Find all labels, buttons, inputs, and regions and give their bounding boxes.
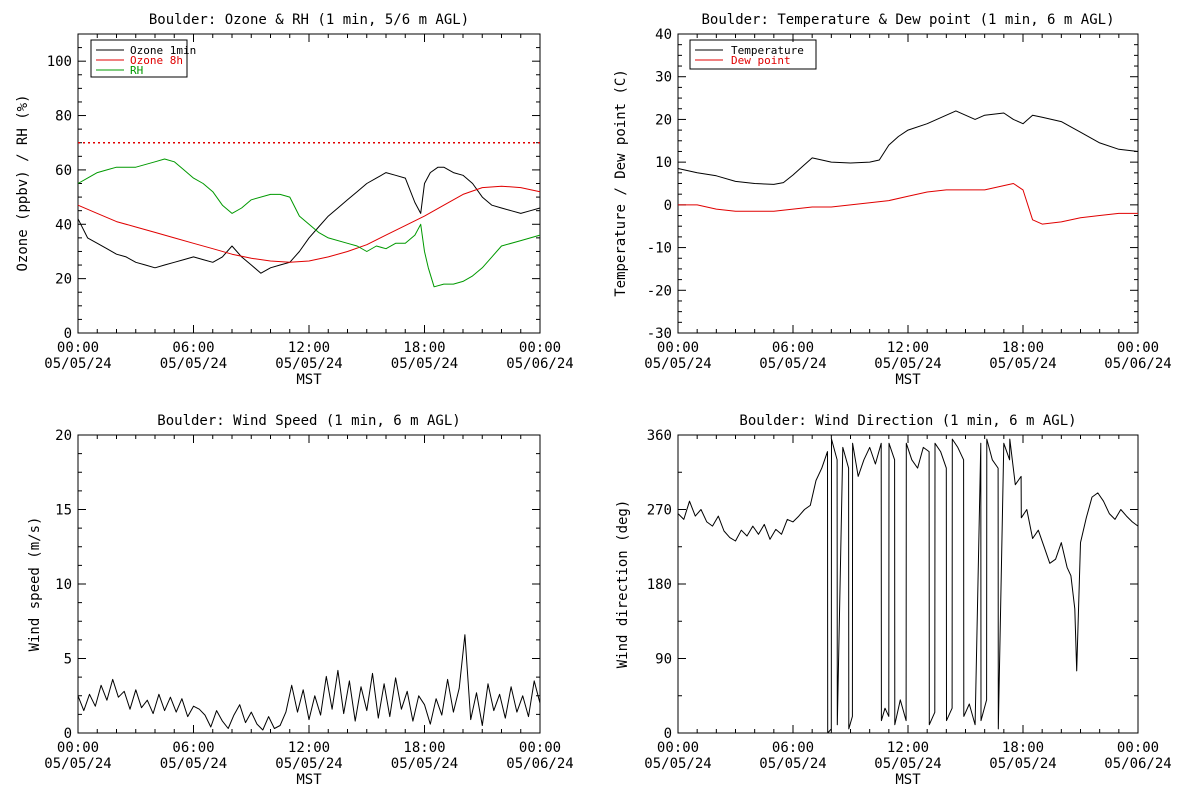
y-tick-label: -20 — [647, 283, 672, 299]
y-tick-label: 5 — [64, 652, 72, 668]
y-tick-label: 0 — [64, 726, 72, 742]
x-tick-label: 18:00 — [403, 740, 445, 756]
y-tick-label: 180 — [647, 577, 672, 593]
x-tick-label: 00:00 — [657, 740, 699, 756]
x-tick-label: 06:00 — [772, 340, 814, 356]
panel-temperature-dewpoint: Boulder: Temperature & Dew point (1 min,… — [613, 12, 1172, 388]
x-tick-label: 05/05/24 — [160, 756, 227, 772]
y-tick-label: 40 — [55, 217, 72, 233]
y-tick-label: 10 — [655, 155, 672, 171]
chart-title: Boulder: Wind Speed (1 min, 6 m AGL) — [157, 413, 460, 429]
legend-box — [90, 39, 188, 78]
x-axis-label: MST — [895, 372, 921, 388]
x-tick-label: 12:00 — [887, 740, 929, 756]
legend-label-ozone-1min: Ozone 1min — [130, 44, 196, 57]
legend: Temperature Dew point — [689, 39, 817, 70]
legend-label-ozone-8h: Ozone 8h — [130, 54, 183, 67]
legend-label-temperature: Temperature — [731, 44, 804, 57]
x-tick-label: 05/05/24 — [44, 756, 111, 772]
x-tick-label: 05/05/24 — [874, 356, 941, 372]
y-tick-label: 10 — [55, 577, 72, 593]
x-tick-label: 12:00 — [887, 340, 929, 356]
x-tick-label: 05/05/24 — [644, 756, 711, 772]
x-tick-label: 00:00 — [519, 740, 561, 756]
chart-title: Boulder: Wind Direction (1 min, 6 m AGL) — [739, 413, 1076, 429]
x-tick-label: 18:00 — [403, 340, 445, 356]
y-tick-label: 40 — [655, 27, 672, 43]
y-axis-label: Wind speed (m/s) — [27, 517, 43, 652]
x-tick-label: 06:00 — [772, 740, 814, 756]
y-tick-label: 30 — [655, 70, 672, 86]
series-line-0 — [677, 110, 1139, 185]
x-tick-label: 05/05/24 — [759, 356, 826, 372]
y-tick-label: -10 — [647, 241, 672, 257]
series-line-2 — [77, 158, 541, 288]
y-tick-label: 0 — [64, 326, 72, 342]
series-line-0 — [77, 166, 541, 274]
series-line-1 — [77, 185, 541, 263]
x-tick-label: 00:00 — [57, 740, 99, 756]
x-tick-label: 18:00 — [1002, 740, 1044, 756]
x-tick-label: 06:00 — [172, 740, 214, 756]
y-tick-label: 60 — [55, 163, 72, 179]
x-tick-label: 05/05/24 — [874, 756, 941, 772]
x-tick-label: 05/05/24 — [275, 356, 342, 372]
y-tick-label: 80 — [55, 109, 72, 125]
y-tick-label: 90 — [655, 652, 672, 668]
x-axis-label: MST — [895, 772, 921, 788]
x-tick-label: 00:00 — [57, 340, 99, 356]
x-tick-label: 05/06/24 — [1104, 356, 1171, 372]
y-tick-label: 270 — [647, 503, 672, 519]
legend: Ozone 1min Ozone 8h RH — [90, 39, 196, 78]
x-tick-label: 05/05/24 — [989, 756, 1056, 772]
x-tick-label: 05/06/24 — [1104, 756, 1171, 772]
y-tick-label: 100 — [47, 54, 72, 70]
x-tick-label: 00:00 — [657, 340, 699, 356]
x-tick-label: 05/05/24 — [275, 756, 342, 772]
panel-wind-direction: Boulder: Wind Direction (1 min, 6 m AGL)… — [615, 413, 1172, 788]
panel-wind-speed: Boulder: Wind Speed (1 min, 6 m AGL) Win… — [27, 413, 574, 788]
x-tick-label: 06:00 — [172, 340, 214, 356]
y-axis-label: Temperature / Dew point (C) — [613, 69, 629, 297]
x-tick-label: 00:00 — [519, 340, 561, 356]
x-tick-label: 00:00 — [1117, 340, 1159, 356]
x-tick-label: 05/06/24 — [506, 356, 573, 372]
x-tick-label: 05/05/24 — [391, 356, 458, 372]
x-tick-label: 05/05/24 — [391, 756, 458, 772]
x-axis-label: MST — [296, 772, 322, 788]
y-tick-label: 20 — [55, 428, 72, 444]
x-tick-label: 05/06/24 — [506, 756, 573, 772]
series-line-1 — [678, 183, 1138, 225]
panel-ozone-rh: Boulder: Ozone & RH (1 min, 5/6 m AGL) O… — [15, 12, 574, 388]
x-tick-label: 00:00 — [1117, 740, 1159, 756]
legend-label-dew-point: Dew point — [731, 54, 791, 67]
y-tick-label: 20 — [655, 112, 672, 128]
y-tick-label: 0 — [664, 198, 672, 214]
chart-title: Boulder: Temperature & Dew point (1 min,… — [701, 12, 1114, 28]
y-axis-label: Wind direction (deg) — [615, 500, 631, 669]
x-tick-label: 05/05/24 — [44, 356, 111, 372]
x-tick-label: 05/05/24 — [160, 356, 227, 372]
y-tick-label: 15 — [55, 503, 72, 519]
x-tick-label: 12:00 — [288, 740, 330, 756]
x-tick-label: 05/05/24 — [989, 356, 1056, 372]
chart-title: Boulder: Ozone & RH (1 min, 5/6 m AGL) — [149, 12, 469, 28]
legend-label-rh: RH — [130, 64, 143, 77]
x-tick-label: 18:00 — [1002, 340, 1044, 356]
y-axis-label: Ozone (ppbv) / RH (%) — [15, 94, 31, 271]
y-tick-label: -30 — [647, 326, 672, 342]
y-tick-label: 0 — [664, 726, 672, 742]
series-line-0 — [677, 438, 1139, 734]
x-tick-label: 12:00 — [288, 340, 330, 356]
x-axis-label: MST — [296, 372, 322, 388]
y-tick-label: 360 — [647, 428, 672, 444]
series-line-0 — [77, 634, 541, 731]
y-tick-label: 20 — [55, 272, 72, 288]
x-tick-label: 05/05/24 — [759, 756, 826, 772]
x-tick-label: 05/05/24 — [644, 356, 711, 372]
legend-box — [689, 39, 817, 70]
